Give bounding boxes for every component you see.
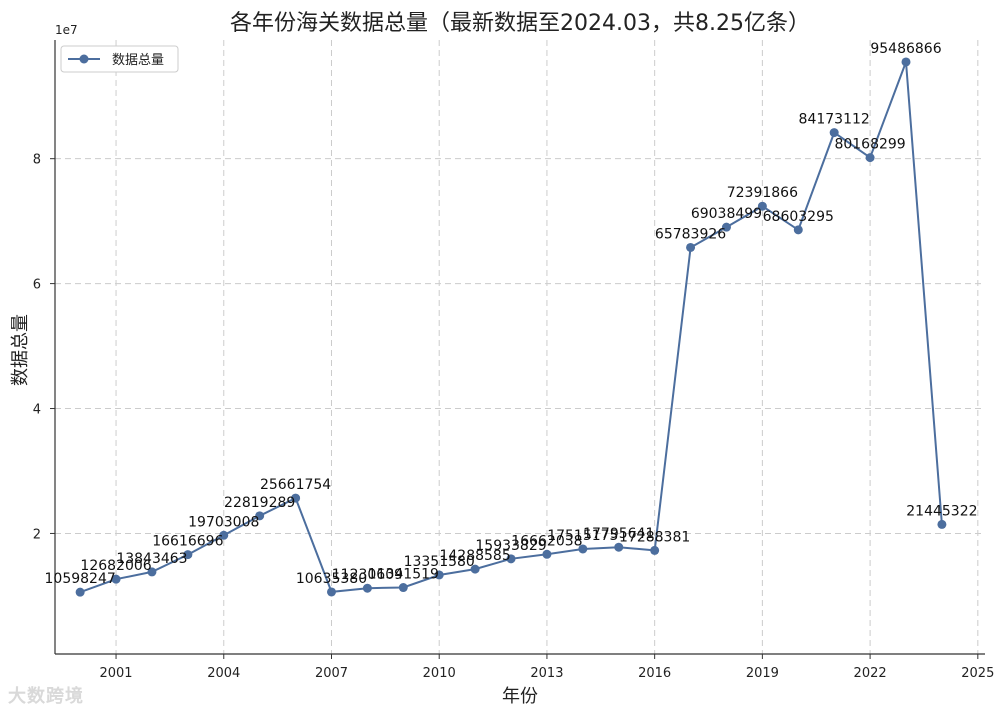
data-point: [111, 574, 121, 584]
data-point: [75, 587, 85, 597]
data-label: 19703008: [188, 514, 259, 530]
x-tick-label: 2025: [961, 666, 994, 681]
ticks: 2001 2004 2007 2010 2013 2016 2019 2022 2025 2 4 6 8: [33, 153, 995, 681]
data-label: 13351580: [404, 554, 475, 570]
watermark: 大数跨境: [8, 686, 84, 707]
y-tick-label: 8: [33, 153, 41, 168]
data-label: 17288381: [619, 529, 690, 545]
data-label: 11230609: [332, 567, 403, 583]
data-label: 11341519: [368, 567, 439, 583]
data-point: [147, 567, 157, 577]
data-point: [578, 544, 588, 554]
chart-title: 各年份海关数据总量（最新数据至2024.03，共8.25亿条）: [230, 11, 810, 36]
data-label: 17515175: [547, 528, 618, 544]
data-point: [434, 570, 444, 580]
data-point: [901, 57, 911, 67]
x-tick-label: 2004: [207, 666, 240, 681]
x-tick-label: 2016: [638, 666, 671, 681]
data-label: 10635380: [296, 571, 367, 587]
data-label: 69038499: [691, 206, 762, 222]
x-tick-label: 2001: [99, 666, 132, 681]
data-point: [686, 242, 696, 252]
data-point: [506, 554, 516, 564]
data-label: 84173112: [799, 112, 870, 128]
data-label: 16662038: [511, 533, 582, 549]
data-point: [793, 225, 803, 235]
legend-box: [60, 45, 179, 73]
data-point: [829, 128, 839, 138]
legend: 数据总量: [60, 45, 179, 73]
data-point: [865, 153, 875, 163]
data-label: 72391866: [727, 185, 798, 201]
data-point: [757, 201, 767, 211]
y-axis-title: 数据总量: [10, 314, 31, 386]
data-point: [183, 550, 193, 560]
data-label: 21445322: [906, 503, 977, 519]
data-point: [291, 493, 301, 503]
series-line: [79, 61, 943, 594]
x-tick-label: 2010: [423, 666, 456, 681]
data-point: [326, 587, 336, 597]
data-label: 80168299: [834, 137, 905, 153]
data-point: [650, 545, 660, 555]
data-point: [721, 222, 731, 232]
data-label: 10598247: [45, 571, 116, 587]
grid-lines: [55, 40, 985, 654]
y-tick-label: 2: [33, 527, 41, 542]
data-point: [362, 583, 372, 593]
y-tick-label: 4: [33, 403, 41, 418]
data-label: 12682006: [80, 558, 151, 574]
data-label: 13843463: [116, 551, 187, 567]
x-tick-label: 2019: [746, 666, 779, 681]
data-label: 68603295: [763, 209, 834, 225]
data-point: [614, 542, 624, 552]
data-point: [542, 549, 552, 559]
y-scale-label: 1e7: [55, 23, 78, 37]
data-label: 16616696: [152, 534, 223, 550]
data-label: 15933829: [475, 538, 546, 554]
data-point: [255, 511, 265, 521]
data-label: 25661754: [260, 477, 331, 493]
x-tick-label: 2013: [530, 666, 563, 681]
data-label: 14288585: [439, 548, 510, 564]
x-tick-label: 2022: [854, 666, 887, 681]
data-label: 17795641: [583, 526, 654, 542]
data-point: [219, 530, 229, 540]
legend-marker-swatch: [79, 54, 89, 64]
data-point: [398, 583, 408, 593]
y-tick-label: 6: [33, 278, 41, 293]
x-axis-title: 年份: [502, 686, 538, 707]
data-label: 22819289: [224, 495, 295, 511]
series-line-group: [75, 57, 947, 597]
legend-label: 数据总量: [112, 53, 164, 68]
data-point: [470, 564, 480, 574]
data-point: [937, 519, 947, 529]
axes: [54, 40, 985, 655]
x-tick-label: 2007: [315, 666, 348, 681]
data-label: 95486866: [870, 41, 941, 57]
data-label: 65783926: [655, 226, 726, 242]
